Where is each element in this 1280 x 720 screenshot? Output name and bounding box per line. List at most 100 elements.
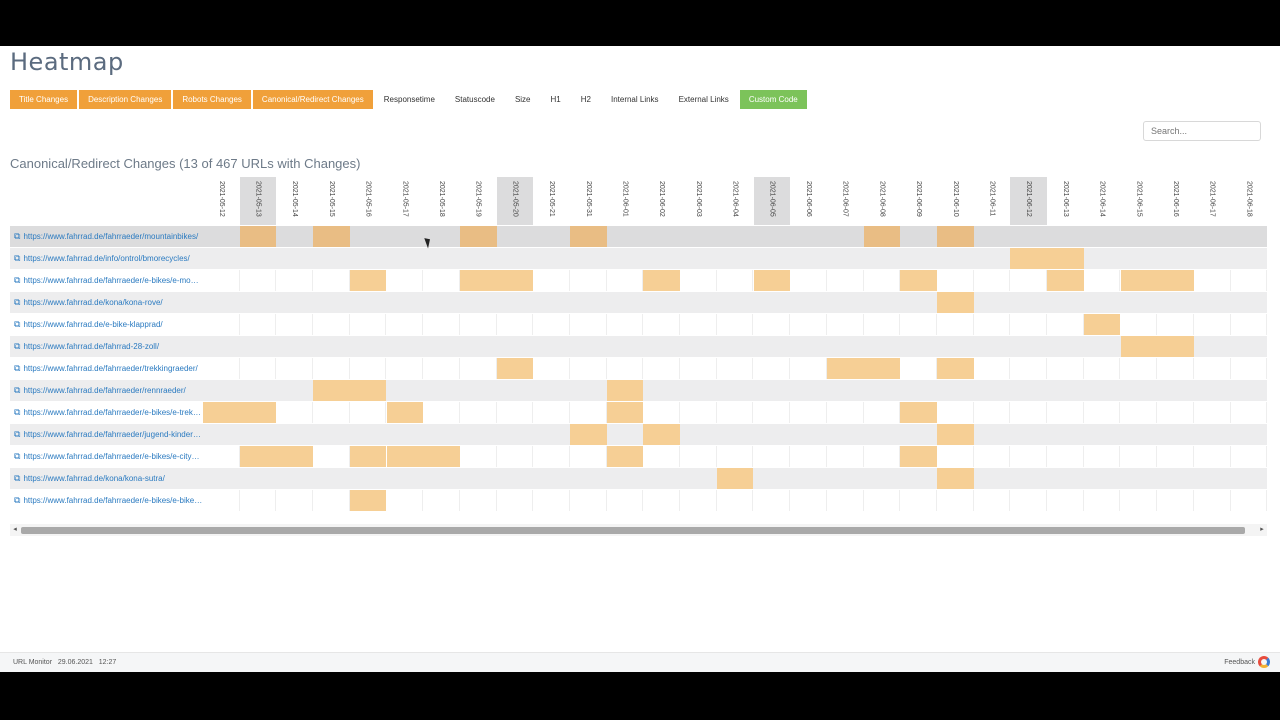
heatmap-cell[interactable] bbox=[497, 424, 534, 445]
heatmap-cell[interactable] bbox=[423, 270, 460, 291]
heatmap-cell[interactable] bbox=[790, 380, 827, 401]
heatmap-cell-changed[interactable] bbox=[1157, 336, 1194, 357]
heatmap-cell[interactable] bbox=[387, 358, 424, 379]
table-row[interactable]: ⧉ https://www.fahrrad.de/fahrraeder/e-bik… bbox=[10, 446, 1268, 467]
heatmap-cell-changed[interactable] bbox=[1083, 314, 1121, 335]
heatmap-cell[interactable] bbox=[680, 468, 717, 489]
heatmap-cell[interactable] bbox=[900, 358, 937, 379]
heatmap-cell[interactable] bbox=[203, 468, 240, 489]
heatmap-cell[interactable] bbox=[497, 248, 534, 269]
heatmap-cell[interactable] bbox=[276, 336, 314, 357]
heatmap-cell[interactable] bbox=[203, 292, 240, 313]
heatmap-cell[interactable] bbox=[350, 402, 387, 423]
url-link[interactable]: ⧉ https://www.fahrrad.de/fahrraeder/e-bik… bbox=[10, 270, 203, 291]
heatmap-cell[interactable] bbox=[1047, 468, 1084, 489]
heatmap-cell[interactable] bbox=[680, 490, 717, 511]
heatmap-cell[interactable] bbox=[643, 358, 681, 379]
heatmap-cell[interactable] bbox=[570, 380, 607, 401]
heatmap-cell[interactable] bbox=[1231, 468, 1268, 489]
heatmap-cell-changed[interactable] bbox=[570, 226, 607, 247]
external-link-icon[interactable]: ⧉ bbox=[14, 297, 21, 307]
heatmap-cell[interactable] bbox=[203, 336, 240, 357]
heatmap-cell[interactable] bbox=[203, 248, 240, 269]
heatmap-cell[interactable] bbox=[460, 402, 497, 423]
heatmap-cell[interactable] bbox=[1157, 402, 1194, 423]
heatmap-cell[interactable] bbox=[533, 446, 570, 467]
heatmap-cell[interactable] bbox=[350, 314, 387, 335]
heatmap-cell[interactable] bbox=[974, 226, 1011, 247]
heatmap-cell[interactable] bbox=[533, 226, 570, 247]
heatmap-cell-changed[interactable] bbox=[386, 402, 424, 423]
heatmap-cell[interactable] bbox=[643, 490, 681, 511]
heatmap-cell[interactable] bbox=[680, 226, 717, 247]
heatmap-cell-changed[interactable] bbox=[1120, 336, 1158, 357]
heatmap-cell[interactable] bbox=[1084, 226, 1121, 247]
heatmap-cell[interactable] bbox=[1267, 402, 1270, 423]
external-link-icon[interactable]: ⧉ bbox=[14, 473, 21, 483]
heatmap-cell[interactable] bbox=[387, 336, 424, 357]
heatmap-cell[interactable] bbox=[717, 380, 754, 401]
url-text[interactable]: https://www.fahrrad.de/fahrraeder/e-bike… bbox=[23, 496, 203, 505]
heatmap-cell[interactable] bbox=[643, 446, 681, 467]
heatmap-cell[interactable] bbox=[790, 402, 827, 423]
url-link[interactable]: ⧉ https://www.fahrrad.de/info/ontrol/bmor… bbox=[10, 248, 203, 269]
heatmap-cell[interactable] bbox=[827, 380, 864, 401]
heatmap-cell[interactable] bbox=[533, 292, 570, 313]
heatmap-cell-changed[interactable] bbox=[276, 446, 314, 467]
heatmap-cell[interactable] bbox=[1010, 424, 1048, 445]
heatmap-cell[interactable] bbox=[1121, 446, 1158, 467]
external-link-icon[interactable]: ⧉ bbox=[14, 407, 21, 417]
heatmap-cell[interactable] bbox=[423, 490, 460, 511]
heatmap-cell[interactable] bbox=[1084, 248, 1121, 269]
heatmap-cell[interactable] bbox=[570, 402, 607, 423]
heatmap-cell[interactable] bbox=[790, 292, 827, 313]
heatmap-cell[interactable] bbox=[1267, 336, 1270, 357]
url-link[interactable]: ⧉ https://www.fahrrad.de/fahrraeder/rennr… bbox=[10, 380, 203, 401]
heatmap-cell[interactable] bbox=[1194, 490, 1231, 511]
scroll-right-icon[interactable]: ▸ bbox=[1260, 526, 1264, 533]
heatmap-cell[interactable] bbox=[423, 380, 460, 401]
heatmap-cell[interactable] bbox=[533, 468, 570, 489]
heatmap-cell[interactable] bbox=[203, 380, 240, 401]
heatmap-cell[interactable] bbox=[717, 270, 754, 291]
heatmap-cell[interactable] bbox=[350, 292, 387, 313]
heatmap-cell[interactable] bbox=[717, 490, 754, 511]
heatmap-cell[interactable] bbox=[1231, 424, 1268, 445]
heatmap-cell-changed[interactable] bbox=[937, 468, 974, 489]
feedback-label[interactable]: Feedback bbox=[1224, 658, 1255, 666]
url-link[interactable]: ⧉ https://www.fahrrad.de/fahrraeder/e-bik… bbox=[10, 402, 203, 423]
heatmap-cell[interactable] bbox=[790, 336, 827, 357]
heatmap-cell[interactable] bbox=[570, 270, 607, 291]
heatmap-cell[interactable] bbox=[1084, 424, 1121, 445]
h1-button[interactable]: H1 bbox=[541, 90, 570, 109]
heatmap-cell[interactable] bbox=[1194, 270, 1231, 291]
heatmap-cell[interactable] bbox=[1231, 336, 1268, 357]
custom-code-button[interactable]: Custom Code bbox=[739, 90, 807, 109]
url-link[interactable]: ⧉ https://www.fahrrad.de/fahrraeder/e-bik… bbox=[10, 446, 203, 467]
heatmap-cell[interactable] bbox=[900, 226, 937, 247]
table-row[interactable]: ⧉ https://www.fahrrad.de/e-bike-klapprad/ bbox=[10, 314, 1270, 335]
heatmap-cell[interactable] bbox=[1231, 270, 1268, 291]
heatmap-cell[interactable] bbox=[1267, 314, 1270, 335]
heatmap-cell[interactable] bbox=[1157, 424, 1194, 445]
heatmap-cell[interactable] bbox=[276, 248, 314, 269]
heatmap-cell[interactable] bbox=[864, 446, 901, 467]
url-text[interactable]: https://www.fahrrad.de/fahrraeder/e-bike… bbox=[23, 452, 203, 461]
heatmap-cell[interactable] bbox=[350, 226, 387, 247]
url-link[interactable]: ⧉ https://www.fahrrad.de/fahrraeder/jugen… bbox=[10, 424, 203, 445]
heatmap-cell[interactable] bbox=[900, 468, 937, 489]
heatmap-cell[interactable] bbox=[533, 314, 570, 335]
heatmap-cell[interactable] bbox=[680, 402, 717, 423]
heatmap-cell[interactable] bbox=[350, 358, 387, 379]
heatmap-cell[interactable] bbox=[533, 380, 570, 401]
heatmap-cell[interactable] bbox=[313, 424, 350, 445]
heatmap-cell-changed[interactable] bbox=[570, 424, 607, 445]
responsetime-button[interactable]: Responsetime bbox=[374, 90, 444, 109]
heatmap-cell[interactable] bbox=[1121, 402, 1158, 423]
heatmap-cell-changed[interactable] bbox=[239, 226, 277, 247]
heatmap-cell[interactable] bbox=[717, 336, 754, 357]
heatmap-cell[interactable] bbox=[1010, 468, 1048, 489]
heatmap-cell-changed[interactable] bbox=[313, 380, 350, 401]
url-text[interactable]: https://www.fahrrad.de/kona/kona-sutra/ bbox=[23, 474, 165, 483]
url-text[interactable]: https://www.fahrrad.de/fahrraeder/e-bike… bbox=[23, 276, 203, 285]
